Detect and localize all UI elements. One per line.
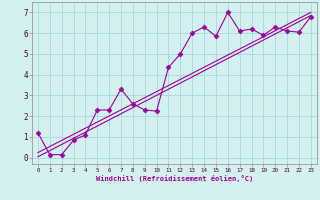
X-axis label: Windchill (Refroidissement éolien,°C): Windchill (Refroidissement éolien,°C) <box>96 175 253 182</box>
